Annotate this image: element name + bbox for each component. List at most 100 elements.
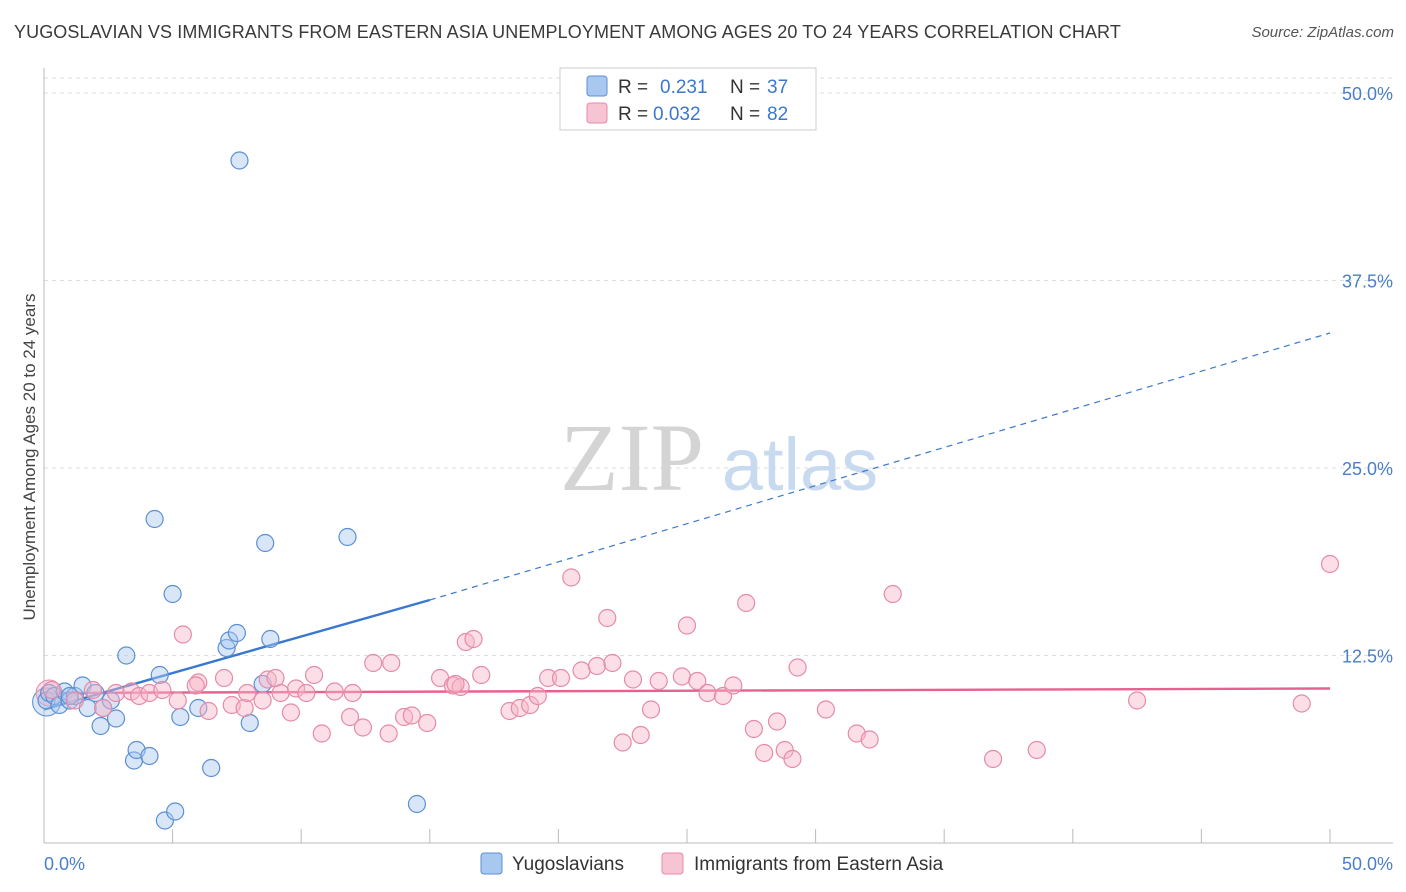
point-eastern-asia (677, 616, 697, 635)
point-eastern-asia (65, 691, 84, 710)
point-eastern-asia (312, 724, 331, 743)
point-eastern-asia (451, 677, 470, 697)
point-eastern-asia (860, 730, 879, 749)
legend-n-label-2: N = (730, 104, 760, 125)
legend-bottom-swatch-blue (480, 852, 503, 875)
legend-n-value-1: 37 (767, 77, 788, 98)
point-eastern-asia (382, 653, 401, 673)
point-yugoslavian (140, 746, 159, 766)
point-eastern-asia (613, 733, 632, 752)
point-eastern-asia (281, 703, 301, 722)
point-eastern-asia (130, 686, 149, 706)
trend-line-yugoslavians-extension (429, 332, 1331, 601)
point-eastern-asia (649, 671, 668, 691)
watermark: ZIP atlas (560, 404, 878, 511)
point-eastern-asia (510, 698, 529, 718)
point-eastern-asia (258, 670, 277, 689)
axes (43, 68, 1393, 844)
point-eastern-asia (238, 683, 257, 703)
point-eastern-asia (562, 568, 581, 587)
point-eastern-asia (598, 608, 617, 628)
point-eastern-asia (106, 683, 126, 703)
point-yugoslavian (150, 665, 169, 685)
point-eastern-asia (1292, 694, 1311, 713)
point-eastern-asia (587, 656, 607, 676)
point-eastern-asia (286, 679, 306, 698)
legend-bottom-swatch-pink (661, 852, 684, 875)
point-eastern-asia (623, 670, 643, 689)
y-tick-label: 37.5% (1342, 272, 1393, 292)
legend-n-label-1: N = (730, 77, 760, 98)
point-eastern-asia (572, 661, 591, 680)
point-eastern-asia (783, 749, 802, 769)
source-label: Source: ZipAtlas.com (1251, 24, 1394, 41)
trend-lines (43, 332, 1331, 711)
legend-correlation: R = 0.231 N = 37 R = 0.032 N = 82 (559, 67, 817, 131)
point-yugoslavian (227, 623, 246, 643)
legend-swatch-blue (586, 75, 608, 97)
point-yugoslavian (86, 683, 105, 703)
point-eastern-asia (500, 701, 519, 721)
legend-r-value-2: 0.032 (653, 104, 701, 125)
legend-series: Yugoslavians Immigrants from Eastern Asi… (480, 852, 944, 875)
point-eastern-asia (744, 719, 763, 739)
point-eastern-asia (816, 700, 835, 719)
point-yugoslavian (407, 794, 427, 814)
x-tick-label-max: 50.0% (1342, 854, 1393, 874)
point-yugoslavian (145, 509, 164, 529)
watermark-atlas: atlas (722, 423, 878, 506)
point-eastern-asia (214, 668, 234, 688)
point-yugoslavian (91, 716, 110, 736)
point-eastern-asia (353, 718, 373, 737)
x-tick-label-min: 0.0% (44, 854, 85, 874)
point-eastern-asia (297, 683, 316, 703)
point-yugoslavian (338, 527, 357, 547)
point-eastern-asia (304, 665, 324, 685)
chart-title: YUGOSLAVIAN VS IMMIGRANTS FROM EASTERN A… (14, 22, 1121, 42)
point-yugoslavian (189, 698, 208, 718)
point-eastern-asia (737, 593, 756, 613)
point-eastern-asia (883, 584, 902, 604)
point-eastern-asia (631, 725, 650, 745)
point-eastern-asia (464, 629, 483, 649)
legend-bottom-label-eastern-asia: Immigrants from Eastern Asia (694, 854, 944, 875)
point-eastern-asia (253, 691, 272, 710)
y-tick-label: 50.0% (1342, 84, 1393, 104)
point-eastern-asia (767, 712, 787, 731)
data-points (32, 151, 1340, 830)
point-eastern-asia (340, 707, 360, 727)
point-eastern-asia (189, 673, 208, 692)
legend-r-label-2: R = (618, 104, 648, 125)
point-yugoslavian (155, 811, 174, 830)
point-yugoslavian (117, 646, 136, 665)
y-tick-label: 12.5% (1342, 647, 1393, 667)
point-eastern-asia (186, 676, 205, 695)
watermark-zip: ZIP (560, 404, 704, 511)
point-eastern-asia (418, 713, 437, 733)
point-eastern-asia (672, 667, 691, 686)
point-eastern-asia (402, 706, 421, 725)
y-axis-label: Unemployment Among Ages 20 to 24 years (20, 294, 39, 621)
trend-line-yugoslavians (43, 598, 431, 711)
point-eastern-asia (472, 665, 491, 685)
point-yugoslavian (261, 629, 280, 649)
point-eastern-asia (168, 691, 187, 710)
point-eastern-asia (343, 683, 362, 703)
point-eastern-asia (235, 698, 254, 718)
point-eastern-asia (641, 700, 661, 719)
point-eastern-asia (603, 653, 622, 673)
point-eastern-asia (1320, 554, 1340, 574)
point-eastern-asia (379, 724, 398, 743)
point-yugoslavian (220, 631, 239, 650)
point-eastern-asia (394, 707, 414, 727)
legend-r-label-1: R = (618, 77, 648, 98)
point-eastern-asia (42, 680, 61, 700)
point-eastern-asia (199, 701, 218, 721)
point-eastern-asia (539, 668, 558, 688)
tick-labels: 12.5% 25.0% 37.5% 50.0% 0.0% 50.0% (44, 84, 1393, 874)
point-eastern-asia (688, 671, 707, 691)
point-yugoslavian (163, 584, 182, 604)
point-eastern-asia (788, 658, 807, 677)
point-eastern-asia (325, 682, 344, 701)
